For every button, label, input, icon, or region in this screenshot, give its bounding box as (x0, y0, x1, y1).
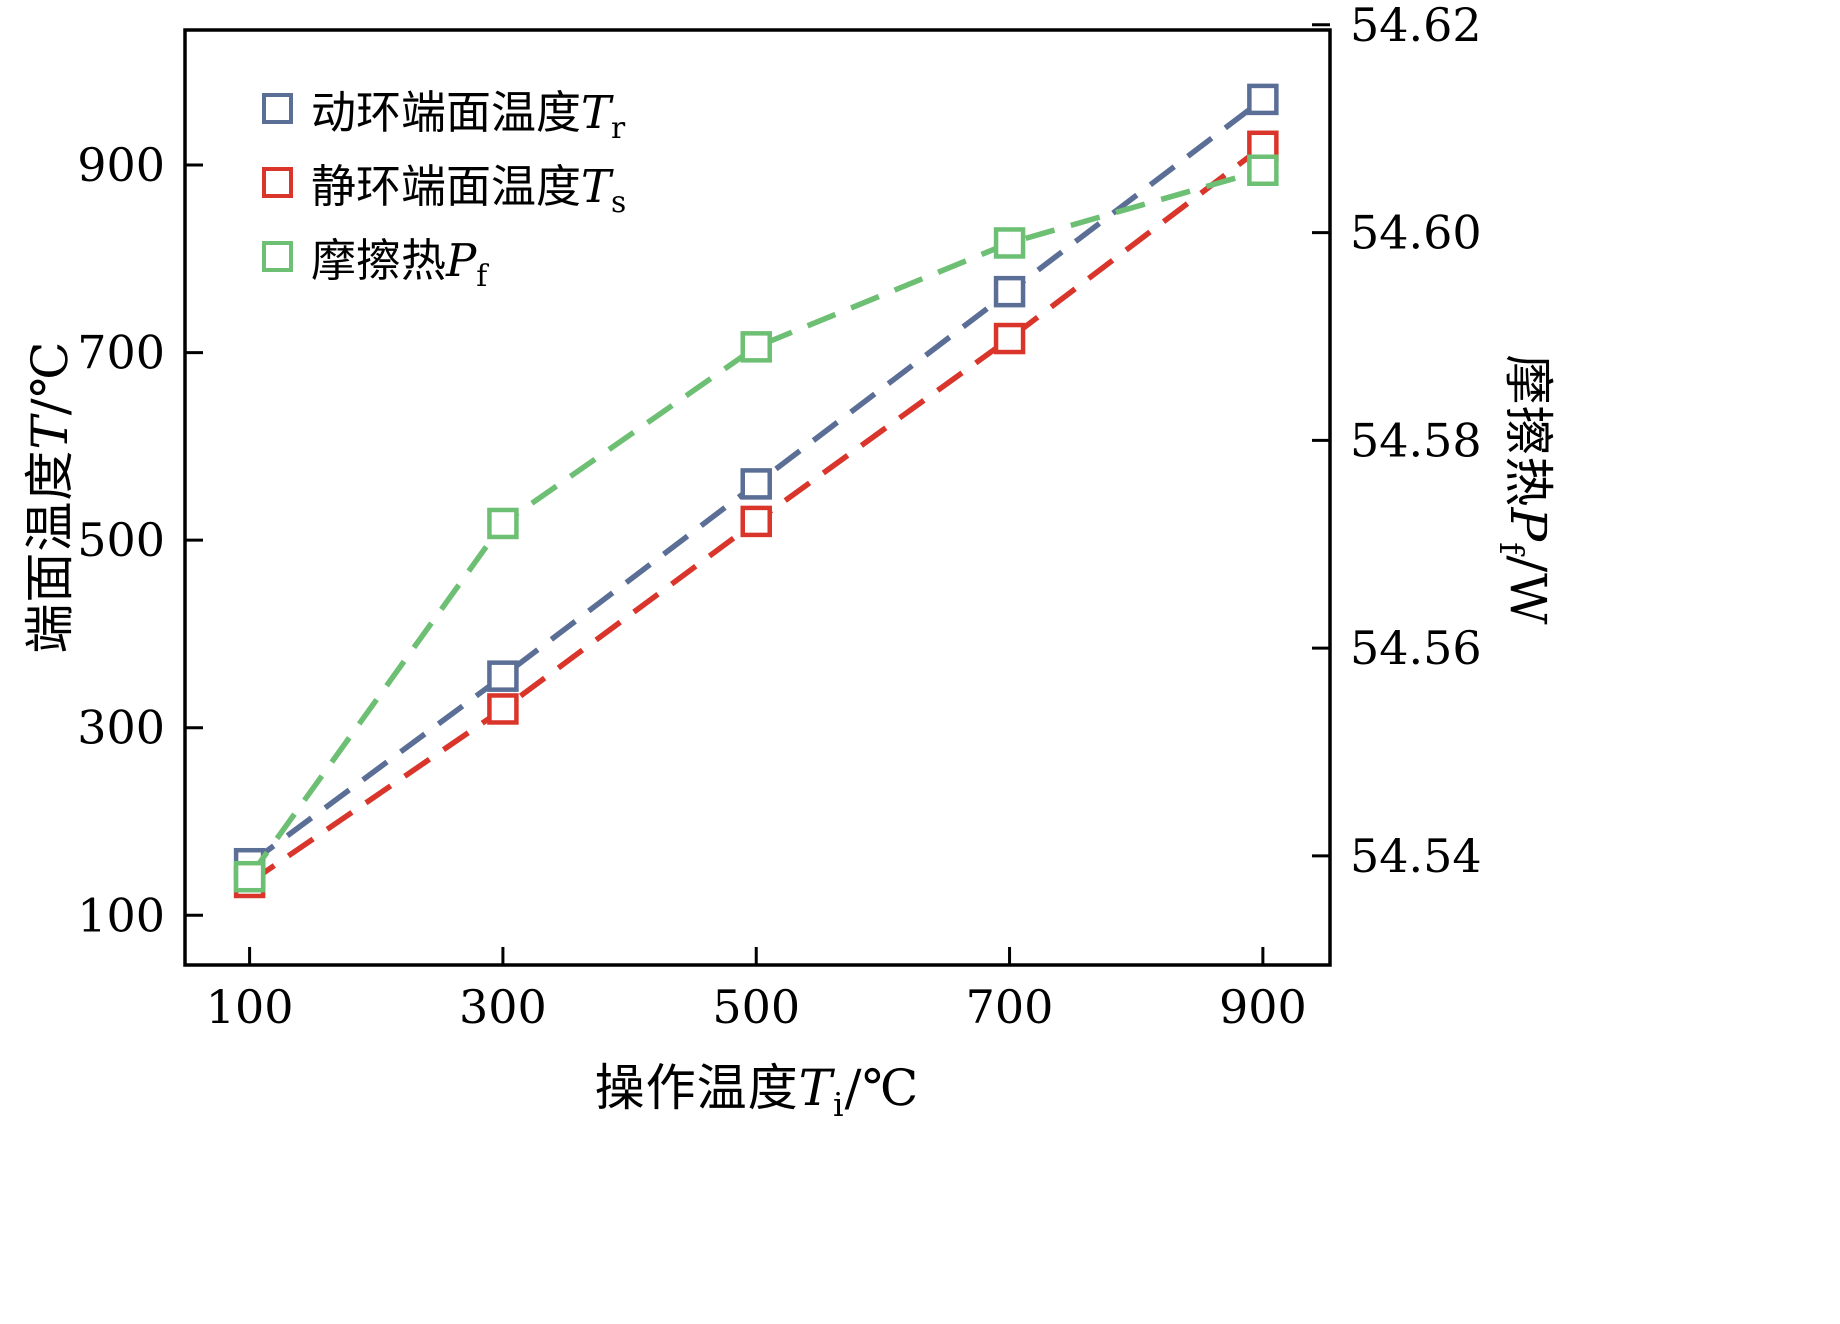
left-y-tick-label: 900 (77, 138, 165, 192)
legend: 动环端面温度Tr 静环端面温度Ts 摩擦热Pf (262, 78, 627, 294)
x-tick-label: 900 (1219, 980, 1307, 1034)
legend-marker-square-icon (262, 166, 293, 198)
x-tick-label: 300 (459, 980, 547, 1034)
left-y-tick-label: 700 (77, 326, 165, 380)
data-point-marker (233, 860, 266, 893)
left-y-tick-label: 500 (77, 513, 165, 567)
data-point-marker (1247, 83, 1279, 116)
x-tick-label: 100 (206, 980, 294, 1034)
data-point-marker (740, 468, 772, 500)
right-y-tick-label: 54.54 (1350, 829, 1482, 883)
x-axis-label: 操作温度Ti/℃ (594, 1059, 920, 1124)
right-y-tick-label: 54.58 (1350, 413, 1482, 467)
data-point-marker (993, 275, 1026, 308)
data-point-marker (487, 660, 519, 692)
data-point-marker (740, 331, 772, 363)
data-point-marker (487, 507, 519, 540)
right-y-tick-label: 54.56 (1350, 621, 1482, 675)
legend-label: 静环端面温度Ts (311, 159, 627, 220)
legend-item-rotating-ring-temp: 动环端面温度Tr (262, 78, 626, 146)
left-y-tick-label: 300 (77, 701, 165, 755)
right-y-tick-label: 54.62 (1350, 0, 1482, 52)
data-point-marker (993, 227, 1026, 259)
legend-item-friction-heat: 摩擦热Pf (262, 226, 626, 294)
data-point-marker (487, 693, 519, 725)
left-y-axis-label: 端面温度T/℃ (21, 340, 79, 654)
data-point-marker (740, 505, 772, 538)
x-tick-label: 500 (712, 980, 800, 1034)
x-tick-label: 700 (966, 980, 1054, 1034)
legend-label: 摩擦热Pf (311, 233, 488, 294)
legend-item-stationary-ring-temp: 静环端面温度Ts (262, 152, 627, 220)
data-point-marker (993, 322, 1026, 355)
series-line (247, 167, 1264, 879)
left-y-tick-label: 100 (77, 888, 165, 942)
data-point-marker (1247, 154, 1279, 186)
right-y-tick-label: 54.60 (1350, 206, 1482, 260)
legend-label: 动环端面温度Tr (311, 85, 626, 146)
legend-marker-square-icon (262, 92, 293, 124)
right-y-axis-label: 摩擦热Pf/W (1492, 354, 1557, 626)
legend-marker-square-icon (262, 240, 293, 272)
